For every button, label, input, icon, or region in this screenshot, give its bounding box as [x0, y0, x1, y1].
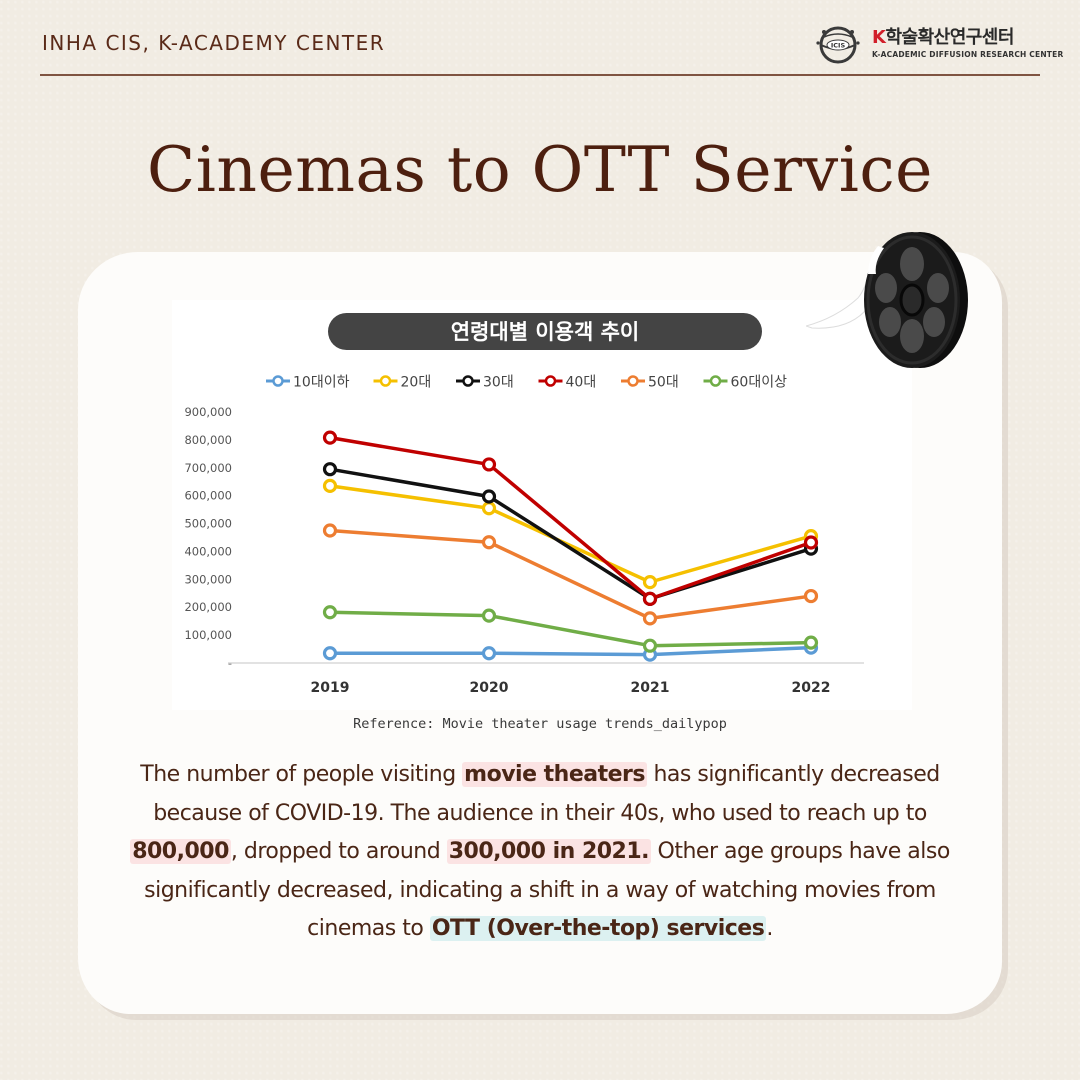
highlight-300000-2021: 300,000 in 2021. [446, 839, 652, 864]
legend-item: 50대 [621, 375, 679, 391]
y-tick-label: 200,000 [184, 600, 232, 614]
series-60대이상 [322, 605, 819, 653]
legend-swatch-marker [272, 375, 284, 387]
organization-name: INHA CIS, K-ACADEMY CENTER [42, 31, 386, 55]
y-tick-label: 500,000 [184, 517, 232, 531]
y-tick-label: 900,000 [184, 405, 232, 419]
legend-label: 60대이상 [731, 375, 788, 391]
y-tick-label: 300,000 [184, 572, 232, 586]
data-point [322, 605, 338, 620]
chart-title-group: 연령대별 이용객 추이 [328, 313, 762, 350]
highlight-800000: 800,000 [130, 839, 231, 864]
chart-axes: -100,000200,000300,000400,000500,000600,… [184, 405, 864, 696]
x-tick-label: 2019 [311, 680, 350, 696]
series-line [329, 467, 812, 601]
data-point [481, 608, 497, 623]
data-point [322, 478, 338, 494]
series-40대 [322, 430, 819, 606]
y-tick-label: 100,000 [184, 628, 232, 642]
series-line [329, 610, 812, 648]
legend-swatch-marker [462, 375, 474, 387]
legend-item: 10대이하 [266, 375, 350, 391]
legend-label: 20대 [401, 375, 432, 391]
x-tick-label: 2022 [792, 680, 831, 696]
data-point [322, 462, 338, 477]
series-10대이하 [322, 640, 819, 662]
legend-item: 40대 [538, 375, 597, 391]
data-point [642, 591, 658, 606]
data-point [481, 535, 497, 550]
series-line [329, 528, 812, 621]
chart-series [322, 430, 819, 662]
data-point [803, 588, 819, 604]
y-tick-label: 600,000 [184, 489, 232, 503]
legend-item: 60대이상 [703, 375, 788, 391]
legend-swatch-marker [379, 375, 392, 387]
logo-badge-text: ICIS [831, 42, 846, 50]
data-point [481, 501, 497, 516]
series-line [329, 484, 812, 584]
data-point [642, 611, 658, 626]
chart-legend: 10대이하 20대 30대 40대 50대 60대이상 [266, 375, 787, 391]
data-point [322, 646, 338, 661]
legend-label: 40대 [566, 375, 597, 391]
highlight-ott-services: OTT (Over-the-top) services [429, 916, 767, 941]
logo-english-name: K-ACADEMIC DIFFUSION RESEARCH CENTER [872, 50, 1064, 59]
data-point [481, 646, 497, 661]
x-tick-label: 2020 [470, 680, 509, 696]
legend-item: 30대 [456, 375, 514, 391]
data-point [481, 457, 497, 472]
y-tick-label: 400,000 [184, 544, 232, 558]
legend-label: 30대 [483, 375, 514, 391]
series-line [329, 435, 812, 601]
legend-swatch-marker [709, 375, 722, 387]
reference-note: Reference: Movie theater usage trends_da… [353, 716, 727, 732]
legend-label: 10대이하 [293, 375, 350, 391]
series-50대 [322, 523, 819, 626]
legend-swatch-marker [627, 375, 639, 387]
legend-label: 50대 [648, 375, 679, 391]
logo-korean-name: K학술확산연구센터 [872, 27, 1014, 48]
data-point [642, 638, 658, 653]
data-point [322, 430, 338, 445]
chart-title: 연령대별 이용객 추이 [451, 320, 640, 344]
page-title: Cinemas to OTT Service [147, 133, 933, 206]
data-point [803, 635, 819, 650]
highlight-movie-theaters: movie theaters [462, 762, 647, 787]
legend-swatch-marker [544, 375, 557, 387]
data-point [481, 489, 497, 504]
x-tick-label: 2021 [631, 680, 670, 696]
description-paragraph: The number of people visiting movie thea… [130, 762, 950, 941]
research-center-logo: ICIS K학술확산연구센터 K-ACADEMIC DIFFUSION RESE… [812, 23, 1063, 67]
y-tick-label: 700,000 [184, 461, 232, 475]
y-tick-label: 800,000 [184, 433, 232, 447]
globe-logo-icon: ICIS [816, 26, 860, 64]
header-divider [40, 74, 1040, 76]
data-point [642, 575, 658, 590]
film-reel-icon [804, 218, 982, 382]
data-point [803, 535, 819, 550]
series-line [330, 645, 812, 657]
data-point [322, 523, 338, 538]
legend-item: 20대 [373, 375, 432, 391]
chart-title-pill [328, 313, 762, 350]
